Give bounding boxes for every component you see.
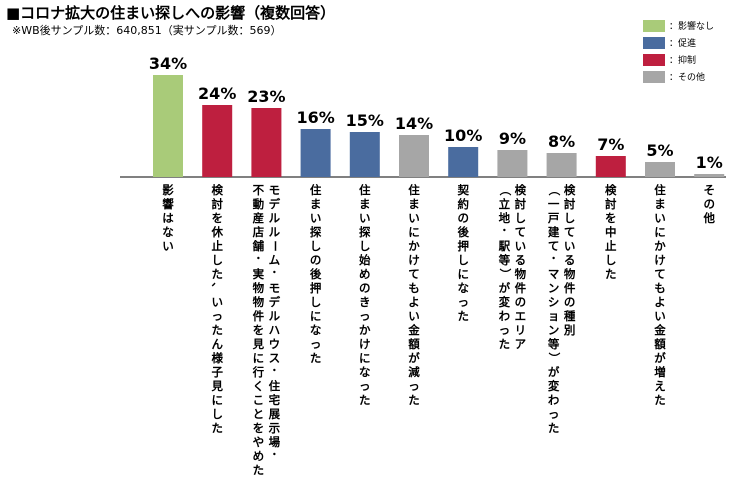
data-label: 9% xyxy=(499,129,526,148)
data-label: 5% xyxy=(646,141,673,160)
category-label: 不動産店舗・実物物件を見に行くことをやめた xyxy=(252,183,265,477)
category-label: （一戸建て・マンション等）が変わった xyxy=(546,184,561,435)
bar xyxy=(300,129,331,177)
data-label: 1% xyxy=(696,153,723,172)
sample-size-note: ※WB後サンプル数：640,851（実サンプル数：569） xyxy=(12,24,282,37)
bar xyxy=(251,108,282,177)
category-label: 検討を中止した xyxy=(605,183,617,281)
bar xyxy=(497,150,528,177)
legend-swatch xyxy=(643,53,665,66)
legend-item-no-impact: ：影響なし xyxy=(643,18,714,33)
bar xyxy=(202,105,233,177)
legend-item-other: ：その他 xyxy=(643,69,714,84)
bar xyxy=(645,162,675,177)
data-label: 14% xyxy=(395,114,433,133)
legend-label: ：影響なし xyxy=(669,22,715,32)
category-label: モデルルーム・モデルハウス・住宅展示場・ xyxy=(267,183,282,461)
legend: ：影響なし ：促進 ：抑制 ：その他 xyxy=(643,18,714,86)
category-label: 契約の後押しになった xyxy=(457,183,469,323)
bar-chart: 34% 24% 23% 16% 15% 14% 10% 9% 8% 7% 5% 1% xyxy=(120,54,726,178)
bar xyxy=(694,174,725,177)
category-label: その他 xyxy=(703,183,715,225)
category-label: （立地・駅等）が変わった xyxy=(497,184,512,351)
category-label: 住まいにかけてもよい金額が増えた xyxy=(654,183,666,407)
category-label: 住まい探し始めのきっかけになった xyxy=(359,183,371,407)
bar xyxy=(448,147,479,177)
legend-swatch xyxy=(643,36,665,49)
legend-item-promote: ：促進 xyxy=(643,35,714,50)
category-label: 検討している物件の種別 xyxy=(563,183,576,337)
legend-label: ：促進 xyxy=(669,39,697,49)
data-label: 34% xyxy=(149,54,187,73)
bar xyxy=(546,153,577,177)
bar xyxy=(595,156,626,177)
category-label: 検討している物件のエリア xyxy=(514,183,527,351)
data-label: 8% xyxy=(548,132,575,151)
category-label: 住まいにかけてもよい金額が減った xyxy=(408,183,420,407)
data-label: 7% xyxy=(597,135,624,154)
category-label: 検討を休止した、いったん様子見にした xyxy=(210,183,225,435)
data-label: 10% xyxy=(444,126,482,145)
legend-swatch xyxy=(643,19,665,32)
chart-title: ■コロナ拡大の住まい探しへの影響（複数回答） xyxy=(6,4,336,22)
data-label: 24% xyxy=(198,84,236,103)
data-label: 23% xyxy=(247,87,285,106)
bar xyxy=(153,75,183,177)
data-label: 16% xyxy=(296,108,334,127)
legend-label: ：その他 xyxy=(669,73,706,83)
legend-label: ：抑制 xyxy=(669,56,697,66)
category-label: 住まい探しの後押しになった xyxy=(309,183,322,365)
category-label: 影響はない xyxy=(162,183,174,253)
legend-item-suppress: ：抑制 xyxy=(643,52,714,67)
bar xyxy=(349,132,380,177)
legend-swatch xyxy=(643,70,665,83)
bar xyxy=(399,135,429,177)
data-label: 15% xyxy=(346,111,384,130)
